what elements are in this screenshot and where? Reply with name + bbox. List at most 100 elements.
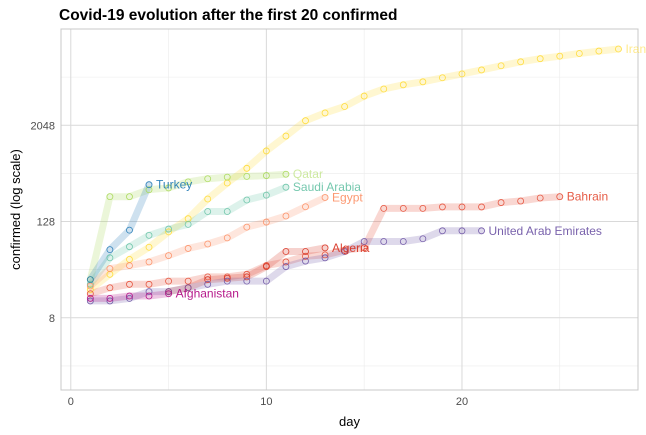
data-point-afghanistan <box>145 292 153 300</box>
data-point-bahrain <box>497 199 505 206</box>
data-point-algeria <box>282 248 290 255</box>
data-point-united-arab-emirates <box>223 277 231 285</box>
series-line-turkey <box>86 181 153 284</box>
series-line-qatar <box>86 170 290 284</box>
data-point-saudi-arabia <box>262 191 270 199</box>
data-point-saudi-arabia <box>106 254 114 262</box>
data-point-iran <box>615 45 622 53</box>
series-line-united-arab-emirates <box>86 227 485 305</box>
data-point-united-arab-emirates <box>165 288 172 296</box>
data-point-bahrain <box>243 270 251 278</box>
data-point-egypt <box>243 223 251 231</box>
data-point-bahrain <box>282 258 290 266</box>
data-point-iran <box>419 78 427 86</box>
data-point-algeria <box>243 273 251 281</box>
data-point-iran <box>243 164 251 172</box>
data-point-iran <box>517 58 525 66</box>
data-point-bahrain <box>302 252 309 260</box>
data-point-iran <box>282 132 290 140</box>
y-tick-label: 128 <box>37 217 55 229</box>
data-point-iran <box>595 47 603 55</box>
data-point-bahrain <box>419 204 427 212</box>
data-point-iran <box>165 228 172 236</box>
data-point-egypt <box>282 212 290 220</box>
data-point-united-arab-emirates <box>184 284 192 292</box>
data-point-qatar <box>223 173 231 181</box>
series-line-algeria <box>165 244 329 296</box>
x-tick-label: 10 <box>260 396 272 408</box>
plot-panel <box>61 29 638 390</box>
data-point-qatar <box>126 193 133 201</box>
data-point-qatar <box>145 186 153 194</box>
data-point-united-arab-emirates <box>478 227 485 235</box>
data-point-egypt <box>165 252 172 259</box>
x-axis-title: day <box>339 414 360 429</box>
data-point-iran <box>458 70 466 78</box>
data-point-saudi-arabia <box>243 196 251 204</box>
data-point-egypt <box>204 240 212 248</box>
data-point-bahrain <box>165 277 172 285</box>
data-point-turkey <box>126 226 133 234</box>
data-point-iran <box>302 117 309 125</box>
data-point-united-arab-emirates <box>380 238 388 245</box>
data-point-united-arab-emirates <box>360 238 368 245</box>
x-tick-label: 20 <box>456 396 468 408</box>
data-point-egypt <box>321 194 329 201</box>
data-point-egypt <box>106 265 114 272</box>
data-point-united-arab-emirates <box>126 294 133 302</box>
data-point-egypt <box>184 245 192 252</box>
data-point-saudi-arabia <box>165 225 172 233</box>
series-label-turkey: Turkey <box>156 178 192 192</box>
data-point-algeria <box>302 248 309 255</box>
series-line-egypt <box>86 194 329 290</box>
data-point-bahrain <box>86 290 94 298</box>
data-point-united-arab-emirates <box>321 254 329 262</box>
data-point-saudi-arabia <box>126 243 133 251</box>
data-point-qatar <box>262 172 270 179</box>
data-point-iran <box>497 62 505 70</box>
data-point-iran <box>145 243 153 251</box>
data-point-iran <box>439 74 446 82</box>
data-point-united-arab-emirates <box>341 248 349 255</box>
data-point-united-arab-emirates <box>262 277 270 285</box>
data-point-saudi-arabia <box>204 208 212 215</box>
data-point-united-arab-emirates <box>145 288 153 296</box>
data-point-egypt <box>262 218 270 226</box>
data-point-united-arab-emirates <box>282 263 290 270</box>
data-point-bahrain <box>556 193 564 201</box>
series-label-bahrain: Bahrain <box>567 190 608 204</box>
data-point-united-arab-emirates <box>458 227 466 235</box>
data-point-egypt <box>126 262 133 269</box>
data-point-bahrain <box>517 197 525 205</box>
data-point-bahrain <box>439 203 446 211</box>
data-point-united-arab-emirates <box>419 235 427 243</box>
series-label-algeria: Algeria <box>332 241 370 255</box>
plot-border <box>60 28 639 391</box>
data-point-qatar <box>204 175 212 183</box>
data-point-qatar <box>243 172 251 180</box>
data-point-iran <box>478 66 485 74</box>
data-point-united-arab-emirates <box>439 227 446 235</box>
series-label-qatar: Qatar <box>293 167 323 181</box>
x-tick-label: 0 <box>68 396 74 408</box>
data-point-bahrain <box>458 203 466 211</box>
data-point-qatar <box>282 170 290 178</box>
data-point-iran <box>556 52 564 60</box>
data-point-bahrain <box>145 280 153 288</box>
y-tick-label: 8 <box>49 313 55 325</box>
data-point-bahrain <box>184 277 192 285</box>
data-point-bahrain <box>106 284 114 292</box>
series-line-saudi-arabia <box>86 183 290 288</box>
data-point-egypt <box>145 258 153 266</box>
series-line-iran <box>86 45 622 294</box>
data-point-bahrain <box>399 204 407 212</box>
data-point-saudi-arabia <box>223 208 231 215</box>
data-point-afghanistan <box>106 294 114 302</box>
data-point-iran <box>360 92 368 100</box>
data-point-bahrain <box>478 203 485 211</box>
data-point-iran <box>321 109 329 117</box>
series-label-saudi-arabia: Saudi Arabia <box>293 180 361 194</box>
data-point-algeria <box>204 276 212 284</box>
